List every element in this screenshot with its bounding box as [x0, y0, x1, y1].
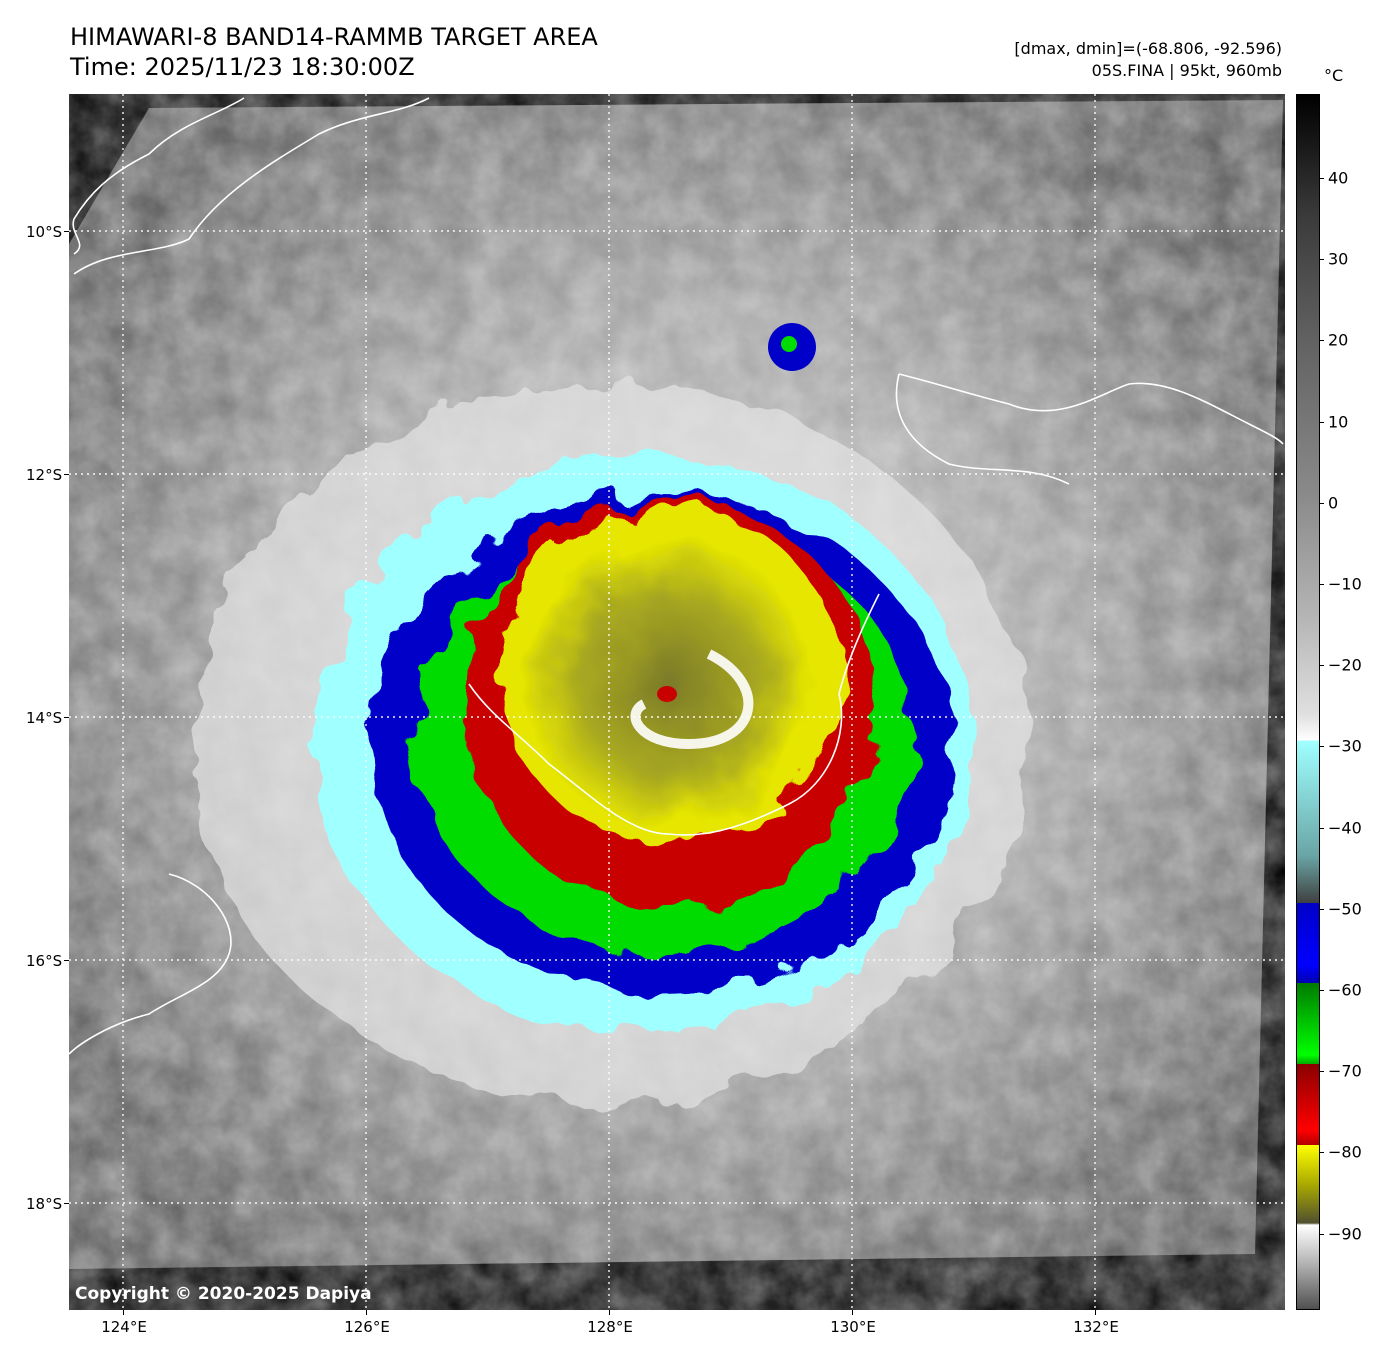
lon-label-126: 126°E: [344, 1318, 390, 1336]
colorbar-label: 40: [1328, 168, 1349, 188]
colorbar-tick: [1320, 1152, 1324, 1153]
lon-label-132: 132°E: [1073, 1318, 1119, 1336]
colorbar-tick: [1320, 1234, 1324, 1235]
satellite-map: Copyright © 2020-2025 Dapiya: [69, 94, 1285, 1310]
copyright-notice: Copyright © 2020-2025 Dapiya: [75, 1284, 372, 1304]
lat-label-10s: 10°S: [26, 223, 63, 241]
colorbar-tick: [1320, 746, 1324, 747]
title-block: HIMAWARI-8 BAND14-RAMMB TARGET AREA Time…: [70, 22, 598, 82]
colorbar-label: 10: [1328, 412, 1349, 432]
colorbar-label: −30: [1328, 736, 1362, 756]
colorbar-label: −20: [1328, 655, 1362, 675]
lon-label-128: 128°E: [587, 1318, 633, 1336]
timestamp: Time: 2025/11/23 18:30:00Z: [70, 53, 415, 81]
colorbar-label: −90: [1328, 1224, 1362, 1244]
inner-core: [524, 539, 814, 829]
meta-block: [dmax, dmin]=(-68.806, -92.596) 05S.FINA…: [1014, 38, 1282, 82]
colorbar-label: −10: [1328, 574, 1362, 594]
colorbar-label: −80: [1328, 1142, 1362, 1162]
colorbar-tick: [1320, 259, 1324, 260]
colorbar-label: −60: [1328, 980, 1362, 1000]
timor-coast: [72, 97, 430, 275]
storm-system: [189, 384, 1029, 1104]
lon-label-130: 130°E: [830, 1318, 876, 1336]
isolated-cell: [768, 323, 816, 371]
data-range: [dmax, dmin]=(-68.806, -92.596): [1014, 39, 1282, 58]
lat-label-16s: 16°S: [26, 952, 63, 970]
lon-label-124: 124°E: [101, 1318, 147, 1336]
colorbar-tick: [1320, 422, 1324, 423]
temperature-colorbar: [1296, 94, 1320, 1310]
colorbar-tick: [1320, 990, 1324, 991]
lat-label-18s: 18°S: [26, 1195, 63, 1213]
colorbar-tick: [1320, 584, 1324, 585]
colorbar-tick: [1320, 665, 1324, 666]
colorbar-label: 20: [1328, 330, 1349, 350]
warm-spiral: [630, 649, 754, 750]
colorbar-label: −50: [1328, 899, 1362, 919]
colorbar-tick: [1320, 1071, 1324, 1072]
colorbar-tick: [1320, 828, 1324, 829]
colorbar-unit: °C: [1324, 66, 1344, 85]
storm-info: 05S.FINA | 95kt, 960mb: [1091, 61, 1282, 80]
colorbar-label: −70: [1328, 1061, 1362, 1081]
colorbar-tick: [1320, 909, 1324, 910]
kimberley-coast: [468, 593, 880, 836]
colorbar-label: 0: [1328, 493, 1339, 513]
colorbar-tick: [1320, 340, 1324, 341]
satellite-imagery: [69, 94, 1285, 1310]
colorbar-label: −40: [1328, 818, 1362, 838]
lat-label-12s: 12°S: [26, 466, 63, 484]
colorbar-tick: [1320, 503, 1324, 504]
west-coast: [69, 873, 232, 1055]
graticule: [69, 94, 1285, 1310]
lat-label-14s: 14°S: [26, 709, 63, 727]
storm-eye: [657, 686, 677, 702]
colorbar-label: 30: [1328, 249, 1349, 269]
coastlines: [69, 97, 1284, 1055]
colorbar-tick: [1320, 178, 1324, 179]
product-title: HIMAWARI-8 BAND14-RAMMB TARGET AREA: [70, 23, 598, 51]
tiwi-coast: [895, 373, 1284, 485]
